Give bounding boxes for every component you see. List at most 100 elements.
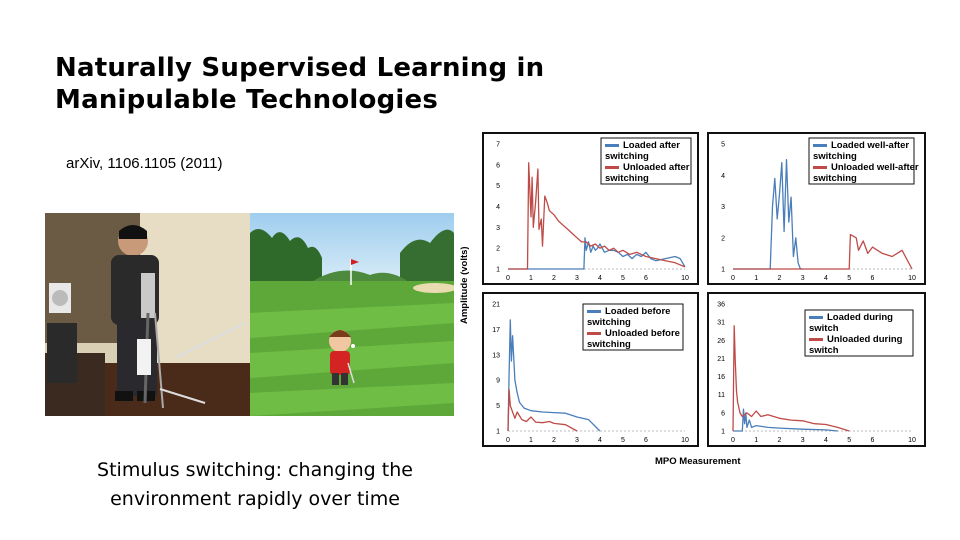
- figure-x-axis-label: MPO Measurement: [655, 456, 741, 467]
- x-tick-label: 2: [778, 275, 782, 282]
- legend-swatch: [587, 332, 601, 335]
- x-tick-label: 0: [506, 275, 510, 282]
- x-tick-label: 10: [681, 437, 689, 444]
- y-tick-label: 3: [721, 204, 725, 211]
- y-tick-label: 3: [496, 225, 500, 232]
- y-tick-label: 4: [721, 173, 725, 180]
- x-tick-label: 6: [871, 437, 875, 444]
- legend-swatch: [809, 338, 823, 341]
- y-tick-label: 2: [496, 246, 500, 253]
- x-tick-label: 4: [824, 275, 828, 282]
- slide-title-line-1: Naturally Supervised Learning in: [55, 53, 545, 83]
- y-tick-label: 6: [721, 410, 725, 417]
- y-tick-label: 26: [717, 338, 725, 345]
- x-tick-label: 4: [598, 437, 602, 444]
- legend-label: Unloaded after: [623, 162, 690, 173]
- legend-swatch: [605, 144, 619, 147]
- legend-label: Unloaded before: [605, 328, 680, 339]
- series-line-loaded: [733, 408, 838, 432]
- y-tick-label: 1: [496, 267, 500, 274]
- legend-swatch: [809, 316, 823, 319]
- x-tick-label: 0: [731, 437, 735, 444]
- series-line-loaded: [507, 319, 601, 432]
- chart-panel-loaded-during: 1 6 11 16 21 26 31 36 0 1 2 3 4 5 6 10 Loaded during swit…: [707, 292, 926, 447]
- legend-label: switching: [813, 151, 857, 162]
- y-tick-label: 7: [496, 142, 500, 149]
- series-line-loaded: [508, 237, 686, 270]
- series-line-unloaded: [508, 162, 686, 270]
- x-tick-label: 1: [529, 437, 533, 444]
- y-tick-label: 1: [721, 429, 725, 436]
- series-line-unloaded: [507, 389, 578, 432]
- x-tick-label: 3: [575, 437, 579, 444]
- x-tick-label: 5: [621, 275, 625, 282]
- legend-label: Unloaded during: [827, 334, 903, 345]
- slide-title-line-2: Manipulable Technologies: [55, 85, 439, 115]
- photo-person-with-device: [45, 213, 250, 416]
- legend-label: Loaded well-after: [831, 140, 909, 151]
- x-tick-label: 4: [824, 437, 828, 444]
- y-tick-label: 11: [718, 392, 725, 399]
- caption-line-2: environment rapidly over time: [110, 488, 400, 510]
- legend-label: switching: [587, 317, 631, 328]
- x-tick-label: 1: [754, 437, 758, 444]
- y-tick-label: 1: [496, 429, 500, 436]
- legend-label: Loaded before: [605, 306, 670, 317]
- x-tick-label: 5: [847, 437, 851, 444]
- x-tick-label: 5: [847, 275, 851, 282]
- slide-title: Naturally Supervised Learning in Manipul…: [55, 52, 575, 116]
- x-tick-label: 2: [552, 437, 556, 444]
- y-tick-label: 1: [721, 267, 725, 274]
- y-tick-label: 5: [496, 403, 500, 410]
- legend-label: Unloaded well-after: [831, 162, 919, 173]
- y-tick-label: 4: [496, 204, 500, 211]
- y-tick-label: 13: [492, 352, 500, 359]
- chart-panel-loaded-after: 1 2 3 4 5 6 7 0 1 2 3 4 5 6 10 Loaded after switching Unl…: [482, 132, 699, 285]
- y-tick-label: 5: [496, 183, 500, 190]
- chart-panel-loaded-well-after: 1 2 3 4 5 0 1 2 3 4 5 6 10 Loaded well-after switching…: [707, 132, 926, 285]
- slide-caption: Stimulus switching: changing the environ…: [55, 456, 455, 514]
- x-tick-label: 10: [681, 275, 689, 282]
- x-tick-label: 6: [871, 275, 875, 282]
- y-tick-label: 36: [717, 302, 725, 309]
- legend-label: switching: [813, 173, 857, 184]
- x-tick-label: 3: [801, 437, 805, 444]
- reference-citation: arXiv, 1106.1105 (2011): [66, 155, 223, 172]
- chart-panel-loaded-before: 1 5 9 13 17 21 0 1 2 3 4 5 6 10 Loaded before switching…: [482, 292, 699, 447]
- legend-swatch: [587, 310, 601, 313]
- y-tick-label: 31: [717, 320, 725, 327]
- legend-label: Loaded during: [827, 312, 893, 323]
- series-line-loaded: [733, 158, 803, 270]
- x-tick-label: 0: [506, 437, 510, 444]
- y-tick-label: 17: [492, 327, 500, 334]
- x-tick-label: 6: [644, 275, 648, 282]
- x-tick-label: 1: [754, 275, 758, 282]
- legend-label: switching: [605, 151, 649, 162]
- amplitude-figure: Amplitude (volts) 1 2 3 4 5 6 7 0 1 2 3 4 5 6 10 Loaded…: [459, 128, 935, 473]
- x-tick-label: 0: [731, 275, 735, 282]
- legend-label: Loaded after: [623, 140, 680, 151]
- caption-line-1: Stimulus switching: changing the: [97, 459, 413, 481]
- y-tick-label: 21: [492, 302, 500, 309]
- x-tick-label: 5: [621, 437, 625, 444]
- y-tick-label: 2: [721, 235, 725, 242]
- legend-swatch: [813, 144, 827, 147]
- photo-golf-game: [250, 213, 454, 416]
- legend-label: switching: [605, 173, 649, 184]
- x-tick-label: 3: [801, 275, 805, 282]
- legend-swatch: [813, 166, 827, 169]
- x-tick-label: 10: [908, 437, 916, 444]
- series-line-unloaded: [732, 325, 850, 432]
- y-tick-label: 9: [496, 378, 500, 385]
- x-tick-label: 6: [644, 437, 648, 444]
- legend-swatch: [605, 166, 619, 169]
- x-tick-label: 2: [552, 275, 556, 282]
